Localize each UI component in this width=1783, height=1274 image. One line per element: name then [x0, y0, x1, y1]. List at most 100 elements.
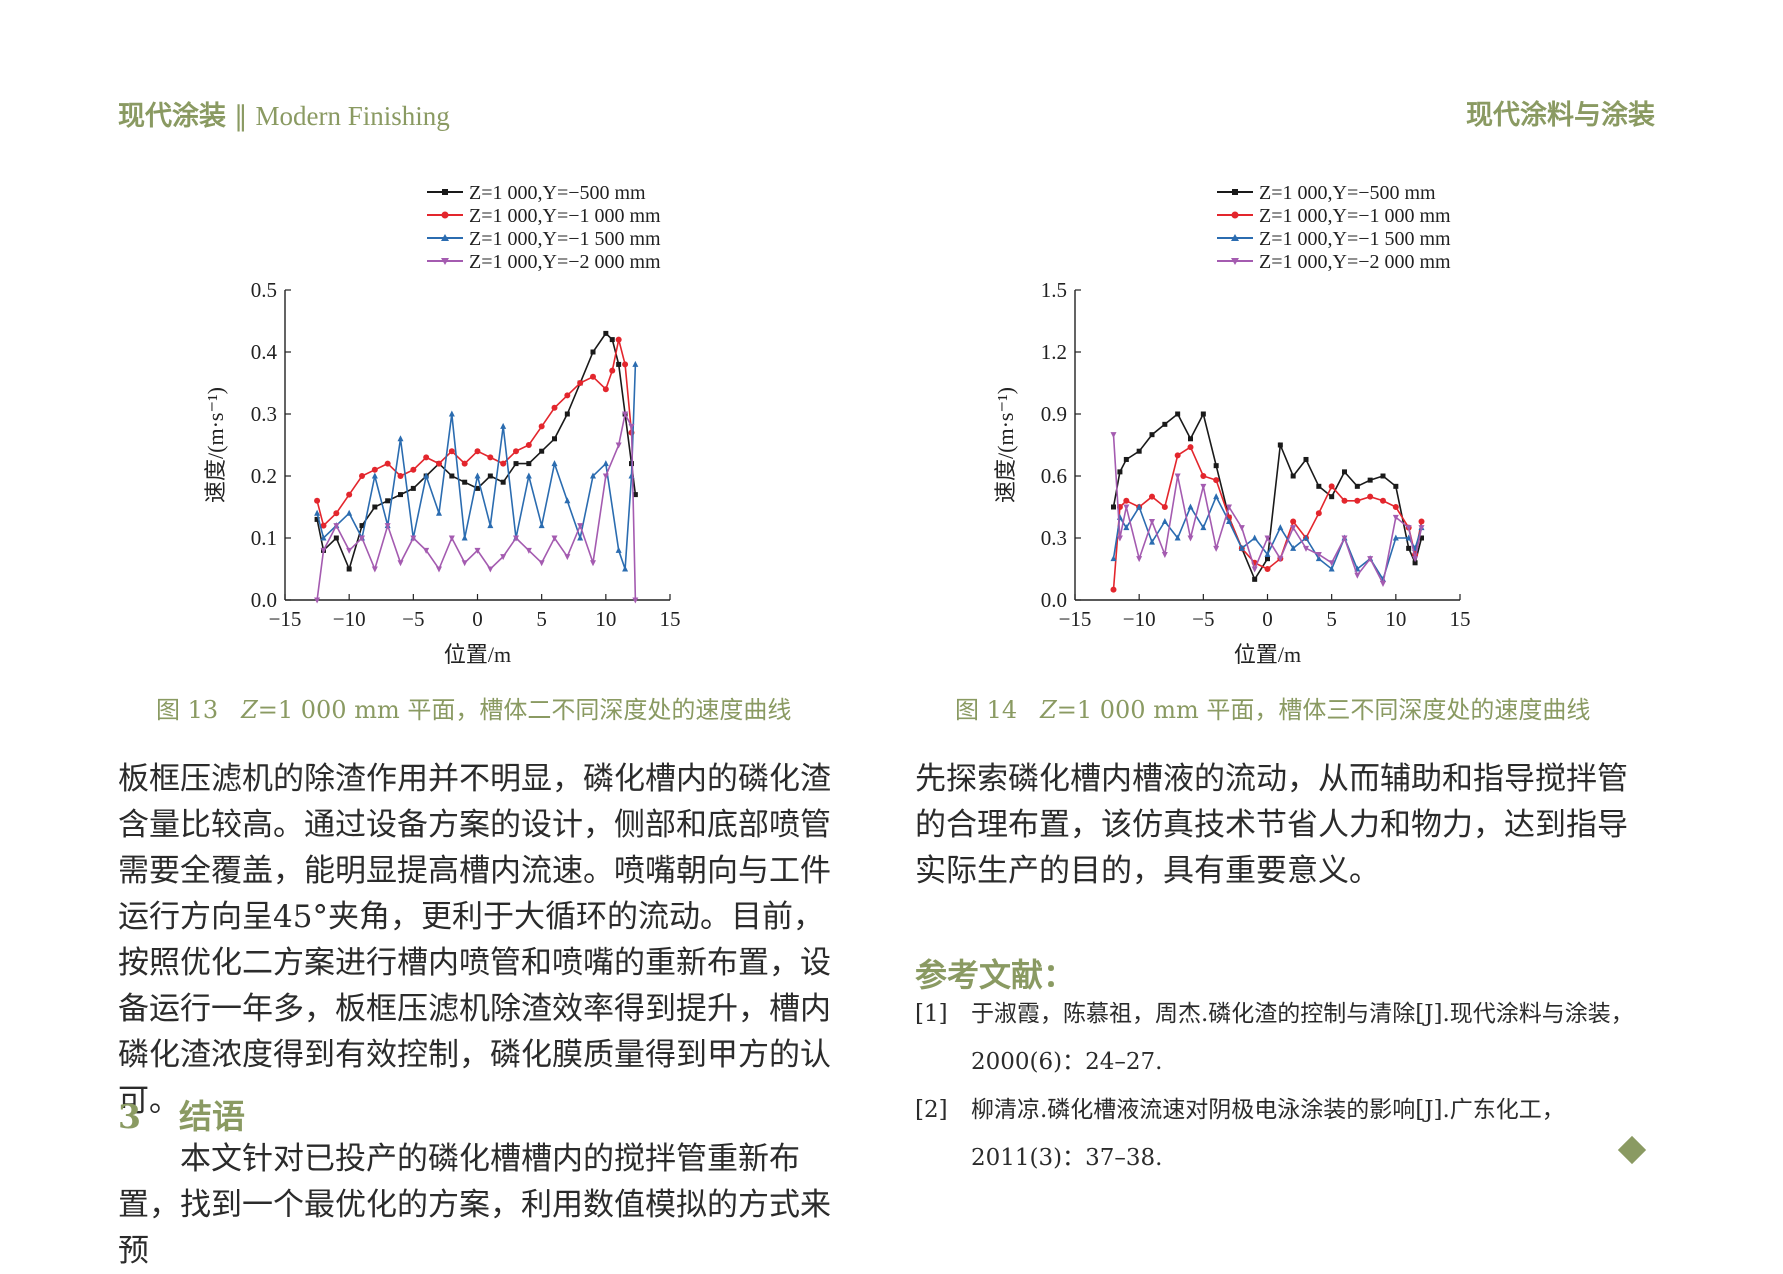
data-point	[525, 442, 532, 448]
data-point	[1341, 535, 1348, 542]
data-point	[1367, 477, 1373, 483]
data-point	[622, 361, 629, 368]
data-point	[564, 411, 570, 417]
series-line	[1112, 434, 1423, 586]
data-point	[359, 473, 365, 479]
data-point	[333, 510, 340, 517]
data-point	[602, 460, 609, 467]
data-point	[385, 498, 391, 504]
legend-label: Z=1 000,Y=−500 mm	[1259, 182, 1436, 204]
figure-14-caption: 图 14 Z=1 000 mm 平面，槽体三不同深度处的速度曲线	[955, 690, 1590, 725]
data-point	[436, 509, 442, 516]
data-point	[551, 404, 558, 411]
data-point	[1213, 477, 1220, 484]
data-point	[1328, 560, 1335, 567]
data-point	[397, 560, 404, 567]
legend-marker	[1231, 258, 1239, 265]
legend-label: Z=1 000,Y=−1 000 mm	[1259, 205, 1451, 227]
data-point	[423, 547, 430, 554]
data-point	[615, 336, 622, 343]
data-point	[410, 466, 417, 473]
data-point	[346, 509, 353, 516]
data-point	[525, 472, 532, 479]
data-point	[1187, 503, 1194, 510]
data-point	[1110, 586, 1117, 593]
data-point	[622, 565, 629, 572]
data-point	[577, 380, 584, 386]
y-tick-label: 0.6	[1041, 464, 1067, 488]
data-point	[1110, 432, 1117, 439]
data-point	[1136, 448, 1142, 454]
data-point	[1419, 535, 1424, 541]
data-point	[615, 442, 622, 449]
x-tick-label: 0	[1262, 607, 1273, 631]
data-point	[500, 554, 507, 561]
data-point	[1290, 525, 1297, 532]
data-point	[577, 523, 584, 530]
data-point	[1354, 497, 1361, 504]
data-point	[448, 410, 455, 417]
series-1	[1111, 411, 1424, 582]
data-point	[1277, 442, 1283, 448]
y-tick-label: 1.2	[1041, 340, 1067, 364]
data-point	[487, 473, 493, 479]
data-point	[314, 597, 321, 604]
data-point	[500, 422, 507, 429]
data-point	[487, 454, 494, 461]
data-point	[628, 423, 635, 430]
data-point	[1174, 534, 1181, 541]
series-4	[1110, 432, 1425, 587]
data-point	[371, 472, 378, 479]
data-point	[1393, 483, 1399, 489]
left-column-conclusion: 本文针对已投产的磷化槽槽内的搅拌管重新布置，找到一个最优化的方案，利用数值模拟的…	[118, 1136, 848, 1274]
data-point	[1111, 504, 1116, 510]
references-title: 参考文献：	[915, 956, 1076, 994]
section-title: 结语	[178, 1097, 245, 1136]
legend-label: Z=1 000,Y=−2 000 mm	[1259, 251, 1451, 273]
data-point	[1123, 524, 1130, 531]
data-point	[462, 479, 468, 485]
data-point	[1265, 556, 1270, 562]
journal-header-left: 现代涂装 ‖ Modern Finishing	[118, 96, 450, 136]
data-point	[632, 360, 639, 367]
data-point	[1188, 436, 1193, 442]
data-point	[1149, 493, 1155, 500]
caption-z: Z	[241, 696, 258, 724]
data-point	[1161, 552, 1168, 559]
data-point	[1174, 473, 1181, 480]
x-tick-label: 5	[536, 607, 547, 631]
data-point	[1367, 493, 1374, 500]
data-point	[359, 535, 365, 542]
x-tick-label: −10	[1123, 607, 1156, 631]
data-point	[1264, 566, 1271, 572]
legend-marker	[1232, 189, 1238, 195]
data-point	[590, 349, 596, 355]
series-2	[314, 336, 635, 529]
data-point	[320, 547, 327, 554]
data-point	[1200, 473, 1207, 479]
data-point	[1200, 411, 1206, 417]
data-point	[423, 472, 430, 479]
data-point	[1264, 535, 1271, 542]
data-point	[616, 361, 622, 367]
y-tick-label: 0.1	[251, 526, 277, 550]
data-point	[346, 547, 353, 554]
data-point	[1116, 535, 1123, 542]
data-point	[1392, 534, 1399, 541]
data-point	[1226, 517, 1232, 524]
reference-item: [1] 于淑霞，陈慕祖，周杰.磷化渣的控制与清除[J].现代涂料与涂装，2000…	[915, 990, 1655, 1086]
data-point	[346, 566, 352, 572]
data-point	[397, 473, 404, 479]
data-point	[1316, 483, 1322, 489]
data-point	[1251, 566, 1258, 573]
data-point	[632, 597, 639, 604]
data-point	[513, 461, 519, 467]
data-point	[1392, 504, 1399, 510]
series-line	[316, 411, 637, 601]
data-point	[1328, 483, 1335, 490]
data-point	[487, 566, 494, 573]
y-axis-label: 速度/(m·s⁻¹)	[993, 387, 1018, 503]
data-point	[1213, 463, 1219, 469]
data-point	[1315, 555, 1322, 562]
data-point	[1161, 517, 1168, 524]
